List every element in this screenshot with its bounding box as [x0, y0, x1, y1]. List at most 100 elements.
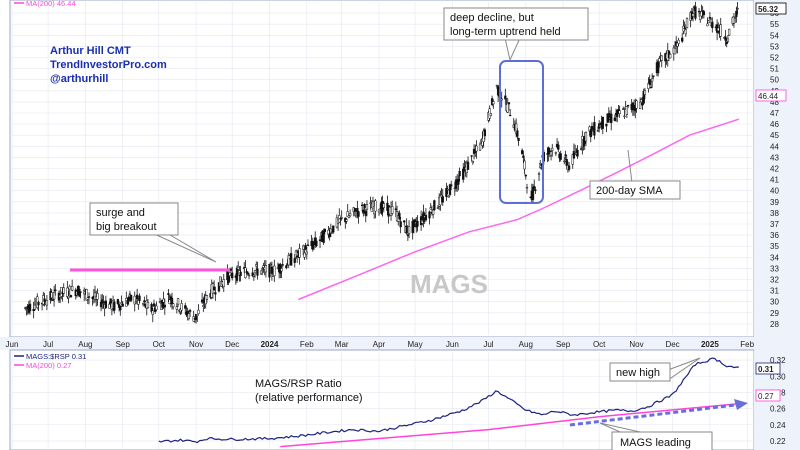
price-bar [622, 106, 625, 110]
callout-leading-label: MAGS leading [620, 437, 691, 449]
price-bar [727, 28, 731, 36]
price-tick-label: 28 [770, 320, 779, 329]
callout-new-high-label: new high [616, 367, 660, 379]
price-bar [332, 225, 335, 234]
price-bar [507, 102, 511, 111]
price-bar [52, 285, 56, 307]
price-bar [356, 200, 359, 219]
price-bar [113, 299, 116, 314]
price-bar [483, 127, 487, 141]
price-bar [492, 99, 495, 109]
price-bar [67, 290, 70, 304]
price-tick-label: 33 [770, 264, 779, 273]
price-bar [601, 116, 604, 135]
price-bar [121, 300, 124, 307]
price-bar [294, 249, 298, 260]
callout-decline: deep decline, but long-term uptrend held [443, 7, 589, 62]
price-bar [524, 174, 527, 180]
price-bar [508, 109, 512, 117]
price-tick-label: 54 [770, 31, 779, 40]
price-tick-label: 40 [770, 187, 779, 196]
callout-new-high: new high [609, 357, 701, 382]
price-tick-label: 38 [770, 209, 779, 218]
price-bar [374, 199, 377, 219]
last-ratio-value: 0.31 [758, 365, 774, 374]
price-tick-label: 36 [770, 231, 779, 240]
price-bar [104, 295, 108, 309]
legend-ratio-label: MAGS:$RSP 0.31 [26, 352, 86, 361]
price-bar [531, 183, 535, 202]
last-ratio-tag [755, 362, 781, 375]
price-bar [650, 73, 654, 88]
date-tick-label: Jul [43, 340, 53, 349]
author-handle: @arthurhill [50, 73, 108, 85]
price-bar [523, 158, 526, 175]
price-bar [365, 200, 369, 217]
price-bar [470, 155, 473, 162]
price-bar [681, 32, 684, 43]
price-bar [85, 288, 88, 301]
price-bar [353, 208, 357, 217]
price-bar [68, 284, 71, 296]
price-tick-label: 46 [770, 120, 779, 129]
price-bar [706, 17, 709, 27]
last-price-value: 56.32 [758, 5, 779, 14]
price-bar [504, 88, 507, 105]
price-bar [428, 210, 431, 225]
price-bar [138, 293, 141, 304]
price-bar [217, 282, 221, 293]
ratio-subtitle: (relative performance) [255, 392, 363, 404]
price-bar [424, 208, 428, 222]
price-tick-label: 37 [770, 220, 779, 229]
price-bar [495, 84, 499, 89]
price-bars [24, 1, 739, 324]
date-tick-label: Mar [335, 340, 349, 349]
price-bar [305, 246, 308, 260]
date-tick-label: Aug [519, 340, 533, 349]
price-bar [711, 17, 714, 33]
price-bar [290, 247, 293, 266]
price-bar [605, 123, 608, 133]
price-bar [251, 267, 254, 278]
price-bar [522, 150, 525, 163]
price-bar [537, 171, 541, 181]
date-tick-label: Jun [6, 340, 19, 349]
price-bar [205, 294, 209, 303]
price-bar [28, 299, 32, 315]
price-bar [584, 131, 588, 147]
price-bar [439, 190, 442, 211]
price-tick-label: 45 [770, 131, 779, 140]
price-bar [725, 38, 728, 48]
price-bar [306, 239, 310, 247]
price-tick-label: 53 [770, 42, 779, 51]
price-bar [281, 258, 284, 268]
price-bar [360, 201, 364, 212]
price-bar [557, 141, 560, 153]
date-tick-label: May [408, 340, 423, 349]
ratio-tick-label: 0.30 [770, 372, 786, 381]
price-bar [235, 265, 239, 283]
price-bar [273, 259, 276, 282]
price-bar [180, 299, 183, 315]
price-bar [702, 9, 706, 19]
price-bar [457, 175, 460, 191]
price-bar [303, 248, 306, 260]
date-tick-label: Aug [78, 340, 92, 349]
price-bar [567, 162, 571, 172]
price-bar [315, 237, 318, 248]
price-bar [534, 186, 537, 194]
price-bar [554, 151, 558, 157]
price-tick-label: 35 [770, 242, 779, 251]
price-bar [475, 140, 478, 159]
price-bar [382, 201, 385, 213]
ma200-line [298, 118, 740, 301]
price-bar [405, 218, 408, 235]
price-bar [33, 297, 37, 311]
price-bar [431, 209, 435, 219]
callout-sma: 200-day SMA [589, 149, 681, 200]
price-bar [407, 220, 411, 239]
price-bar [37, 300, 40, 312]
ma-price-value: 46.44 [758, 92, 779, 101]
price-bar [135, 288, 139, 305]
price-bar [441, 188, 444, 206]
